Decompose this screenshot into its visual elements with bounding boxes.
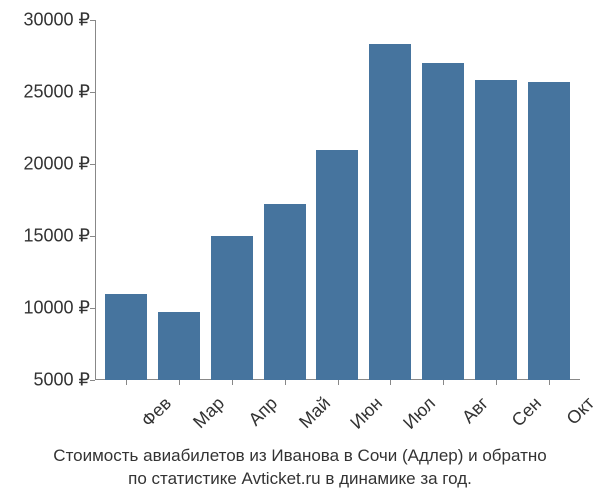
x-axis-label: Мар: [184, 393, 229, 438]
bar: [105, 294, 147, 380]
x-tick-mark: [390, 380, 391, 385]
bar: [211, 236, 253, 380]
x-axis-label: Апр: [237, 393, 282, 438]
bar: [158, 312, 200, 380]
caption-line-1: Стоимость авиабилетов из Иванова в Сочи …: [53, 446, 546, 465]
y-tick-mark: [90, 236, 95, 237]
x-axis-label: Май: [290, 393, 335, 438]
bar: [264, 204, 306, 380]
x-axis-label: Июл: [396, 393, 441, 438]
x-tick-mark: [232, 380, 233, 385]
bar: [475, 80, 517, 380]
x-tick-mark: [126, 380, 127, 385]
y-axis-label: 5000 ₽: [34, 370, 91, 391]
caption-line-2: по статистике Avticket.ru в динамике за …: [128, 469, 472, 488]
x-axis-label: Окт: [554, 393, 599, 438]
bar: [528, 82, 570, 380]
x-axis-label: Июн: [343, 393, 388, 438]
y-tick-mark: [90, 20, 95, 21]
y-tick-mark: [90, 164, 95, 165]
y-axis-label: 10000 ₽: [23, 298, 90, 319]
x-tick-mark: [179, 380, 180, 385]
bar: [369, 44, 411, 380]
chart-caption: Стоимость авиабилетов из Иванова в Сочи …: [0, 445, 600, 491]
bar: [316, 150, 358, 380]
bar: [422, 63, 464, 380]
x-tick-mark: [285, 380, 286, 385]
y-axis-label: 25000 ₽: [23, 82, 90, 103]
y-tick-mark: [90, 380, 95, 381]
x-tick-mark: [549, 380, 550, 385]
y-tick-mark: [90, 308, 95, 309]
chart-container: [95, 20, 580, 380]
x-axis-labels: ФевМарАпрМайИюнИюлАвгСенОкт: [95, 385, 580, 406]
x-tick-mark: [443, 380, 444, 385]
y-axis-label: 15000 ₽: [23, 226, 90, 247]
x-tick-mark: [496, 380, 497, 385]
y-tick-mark: [90, 92, 95, 93]
x-axis-label: Авг: [448, 393, 493, 438]
x-axis-label: Сен: [501, 393, 546, 438]
bars-group: [95, 20, 580, 380]
x-tick-mark: [338, 380, 339, 385]
y-axis-label: 20000 ₽: [23, 154, 90, 175]
y-axis-label: 30000 ₽: [23, 10, 90, 31]
x-axis-label: Фев: [132, 393, 177, 438]
